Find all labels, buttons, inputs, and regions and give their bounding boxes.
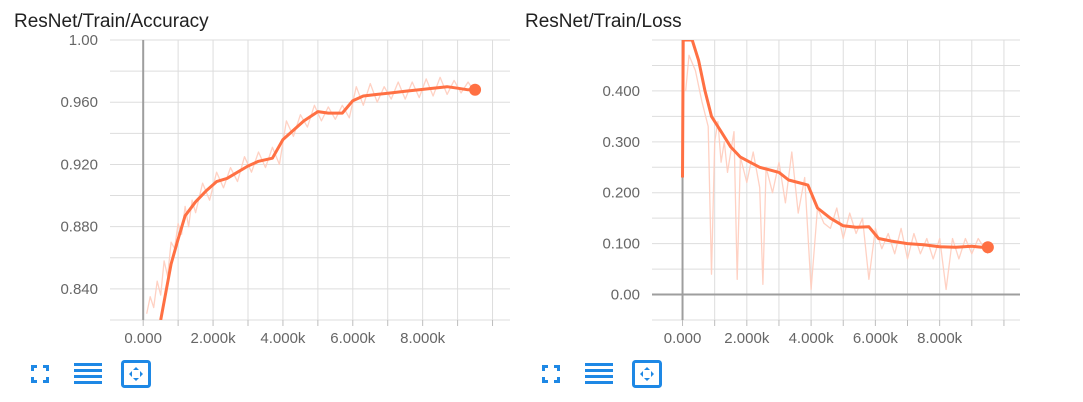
fullscreen-button[interactable] bbox=[25, 359, 55, 389]
x-tick-label: 0.000 bbox=[664, 330, 702, 347]
x-tick-label: 6.000k bbox=[853, 330, 899, 347]
x-tick-label: 2.000k bbox=[724, 330, 770, 347]
fit-domain-icon bbox=[632, 360, 662, 388]
x-tick-label: 8.000k bbox=[917, 330, 963, 347]
chart-plot-loss[interactable]: 0.000 2.000k 4.000k 6.000k 8.000k 0.00 0.100 0.… bbox=[512, 39, 1032, 347]
y-tick-label: 0.400 bbox=[602, 83, 640, 100]
fullscreen-icon bbox=[542, 365, 560, 383]
last-point-marker bbox=[469, 83, 482, 96]
fullscreen-icon bbox=[31, 365, 49, 383]
y-tick-label: 0.920 bbox=[60, 156, 98, 173]
y-tick-label: 0.200 bbox=[602, 185, 640, 202]
last-point-marker bbox=[981, 241, 994, 254]
x-tick-label: 4.000k bbox=[789, 330, 835, 347]
x-tick-label: 6.000k bbox=[330, 330, 376, 347]
chart-title: ResNet/Train/Loss bbox=[525, 11, 682, 32]
y-tick-label: 0.100 bbox=[602, 236, 640, 253]
chart-card-loss: ResNet/Train/Loss 0.000 2.000k 4.000k 6.000… bbox=[512, 0, 1032, 402]
grid bbox=[652, 39, 1020, 321]
x-tick-label: 2.000k bbox=[191, 330, 237, 347]
y-tick-label: 0.00 bbox=[611, 287, 640, 304]
y-tick-label: 0.960 bbox=[60, 94, 98, 111]
fit-domain-button[interactable] bbox=[632, 359, 662, 389]
data-table-button[interactable] bbox=[73, 359, 103, 389]
data-table-icon bbox=[74, 363, 102, 384]
series-line-smoothed bbox=[681, 40, 988, 249]
series-line-smoothed bbox=[159, 85, 476, 320]
fit-domain-button[interactable] bbox=[121, 359, 151, 389]
fit-domain-icon bbox=[121, 360, 151, 388]
x-tick-label: 0.000 bbox=[124, 330, 162, 347]
y-tick-label: 0.880 bbox=[60, 219, 98, 236]
grid bbox=[110, 39, 510, 321]
chart-toolbar bbox=[25, 359, 169, 389]
x-tick-label: 8.000k bbox=[400, 330, 446, 347]
chart-toolbar bbox=[536, 359, 680, 389]
y-tick-label: 1.00 bbox=[69, 32, 98, 49]
x-tick-label: 4.000k bbox=[260, 330, 306, 347]
data-table-icon bbox=[585, 363, 613, 384]
series-line-raw bbox=[146, 76, 476, 314]
y-tick-label: 0.300 bbox=[602, 134, 640, 151]
y-tick-label: 0.840 bbox=[60, 281, 98, 298]
chart-card-accuracy: ResNet/Train/Accuracy 0.000 2.000k 4.000k 6… bbox=[0, 0, 520, 402]
data-table-button[interactable] bbox=[584, 359, 614, 389]
chart-title: ResNet/Train/Accuracy bbox=[14, 11, 209, 32]
fullscreen-button[interactable] bbox=[536, 359, 566, 389]
chart-plot-accuracy[interactable]: 0.000 2.000k 4.000k 6.000k 8.000k 0.840 0.880 0… bbox=[0, 32, 520, 347]
